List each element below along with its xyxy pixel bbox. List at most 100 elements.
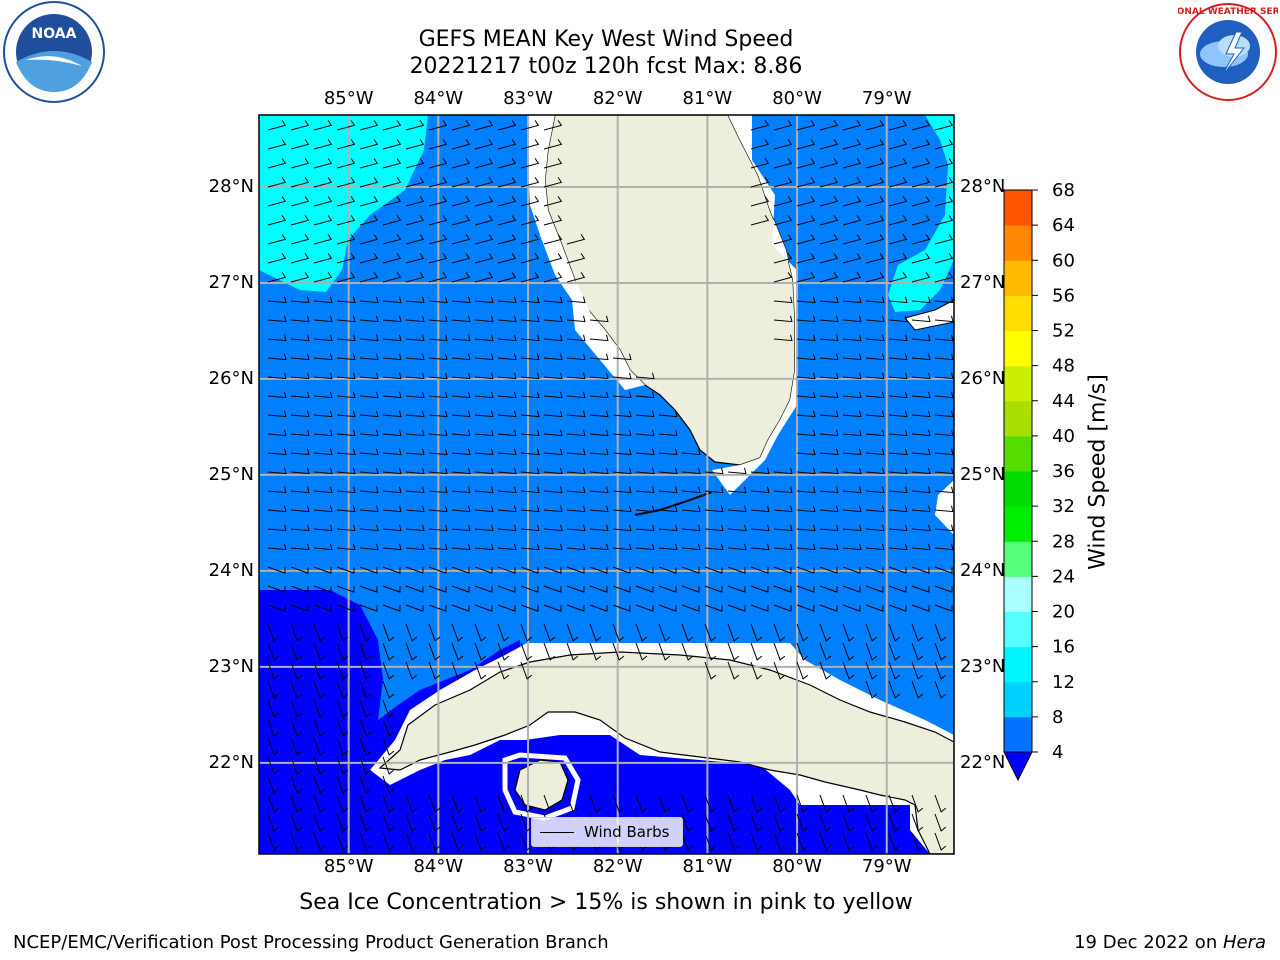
wind-barb [290,832,303,851]
wind-barb [336,737,349,756]
colorbar-tick-label: 32 [1052,496,1075,517]
wind-barb [566,623,579,642]
wind-barb [497,372,517,380]
wind-barb [451,234,471,245]
wind-barb [612,410,632,418]
wind-barb [888,813,901,832]
wind-barb [520,813,533,832]
wind-barb [865,566,884,574]
wind-barb [290,334,310,342]
wind-barb [819,448,839,456]
lon-label-top: 81°W [682,88,733,109]
wind-barb [819,315,839,323]
wind-barb [911,272,931,283]
wind-barb [566,585,585,593]
wind-barb [934,177,954,188]
wind-barb [474,505,494,513]
wind-barb [451,813,464,832]
wind-barb [336,296,356,304]
wind-barb [359,486,379,494]
wind-barb [865,234,885,245]
wind-barb [313,623,326,642]
wind-barb [750,813,763,832]
wind-barb [451,585,470,593]
wind-barb [819,158,839,169]
lat-label-right: 24°N [960,559,1006,581]
wind-barb [520,215,540,226]
wind-barb [911,196,931,207]
wind-barb [267,699,280,718]
wind-barb [520,334,540,342]
wind-barb [359,391,379,399]
wind-barb [290,813,303,832]
wind-barb [842,813,855,832]
wind-barb [405,429,425,437]
wind-barb [589,410,609,418]
wind-barb [336,775,349,794]
wind-barb [543,196,563,207]
wind-barb [796,315,816,323]
wind-barb [267,604,286,612]
wind-barb [681,585,700,593]
wind-barb [474,372,494,380]
wind-barb [336,604,355,612]
wind-barb [796,543,816,551]
wind-barb [428,429,448,437]
wind-barb [313,699,326,718]
wind-barb [451,253,471,264]
wind-barb [290,296,310,304]
wind-barb [382,486,402,494]
wind-barb [336,272,356,283]
wind-barb [359,372,379,380]
wind-barb [796,585,815,593]
wind-barb [888,139,908,150]
wind-barb [336,832,349,851]
wind-barb [451,794,464,813]
wind-barb [589,604,608,612]
wind-barb [451,296,471,304]
wind-barb [543,524,563,532]
wind-barb [589,391,609,399]
wind-barb [382,680,395,699]
wind-barb [796,448,816,456]
lon-label-bottom: 84°W [413,856,464,877]
wind-barb [359,448,379,456]
lat-label-left: 22°N [208,751,254,773]
wind-barb [474,391,494,399]
wind-barb [451,524,471,532]
wind-barb [428,234,448,245]
wind-barb [658,467,678,475]
wind-barb [819,391,839,399]
wind-barb [819,585,838,593]
wind-barb [888,832,901,851]
wind-barb [290,524,310,532]
wind-barb [359,120,379,131]
wind-barb [750,524,770,532]
wind-barb [290,139,310,150]
wind-barb [451,642,464,661]
wind-barb [290,505,310,513]
wind-barb [934,813,947,832]
wind-barb [727,543,747,551]
wind-barb [819,272,839,283]
wind-barb [796,391,816,399]
wind-barb [313,234,333,245]
wind-barb [313,543,333,551]
wind-barb [497,215,517,226]
wind-barb [451,215,471,226]
wind-barb [865,353,885,361]
wind-barb [451,566,470,574]
wind-barb [658,448,678,456]
wind-barb [267,718,280,737]
nws-logo: NATIONAL WEATHER SERVICE [1178,3,1278,101]
wind-barb [290,543,310,551]
wind-barb [336,524,356,532]
wind-barb [543,234,563,245]
wind-barb [474,353,494,361]
wind-barb [911,120,931,131]
wind-barb [911,680,924,699]
lat-label-left: 24°N [208,559,254,581]
wind-barb [405,253,425,264]
wind-barb [658,794,671,813]
wind-barb [543,158,563,169]
